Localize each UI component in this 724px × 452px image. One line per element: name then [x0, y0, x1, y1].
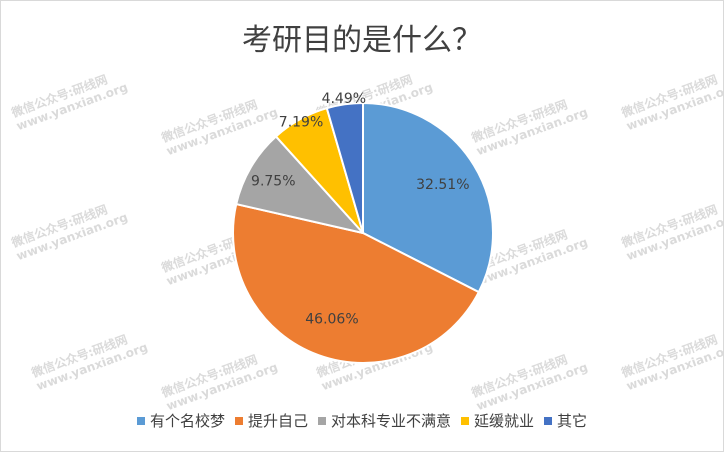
- legend-item: 其它: [544, 410, 587, 431]
- legend-label: 提升自己: [247, 412, 308, 430]
- legend-item: 对本科专业不满意: [317, 410, 451, 431]
- data-label: 9.75%: [251, 173, 295, 189]
- data-label: 32.51%: [416, 177, 469, 193]
- legend-item: 有个名校梦: [136, 410, 225, 431]
- legend-label: 对本科专业不满意: [330, 412, 451, 430]
- legend-swatch: [461, 416, 469, 425]
- data-label: 4.49%: [322, 91, 366, 107]
- pie-slice-4: [325, 101, 364, 234]
- legend-label: 有个名校梦: [149, 412, 225, 430]
- pie-slice-2: [235, 135, 366, 235]
- legend-label: 其它: [557, 412, 588, 430]
- legend-swatch: [317, 416, 326, 425]
- data-label: 7.19%: [279, 115, 323, 131]
- data-label: 46.06%: [305, 312, 358, 328]
- legend-swatch: [544, 416, 553, 425]
- legend-label: 延缓就业: [474, 412, 535, 430]
- legend: 有个名校梦 提升自己 对本科专业不满意 延缓就业 其它: [1, 410, 723, 431]
- chart-title: 考研目的是什么？: [242, 23, 482, 58]
- legend-item: 提升自己: [234, 410, 308, 431]
- pie-slice-1: [232, 202, 481, 364]
- legend-item: 延缓就业: [461, 410, 534, 431]
- legend-swatch: [136, 416, 145, 425]
- legend-swatch: [234, 416, 243, 425]
- pie-slice-0: [362, 101, 494, 294]
